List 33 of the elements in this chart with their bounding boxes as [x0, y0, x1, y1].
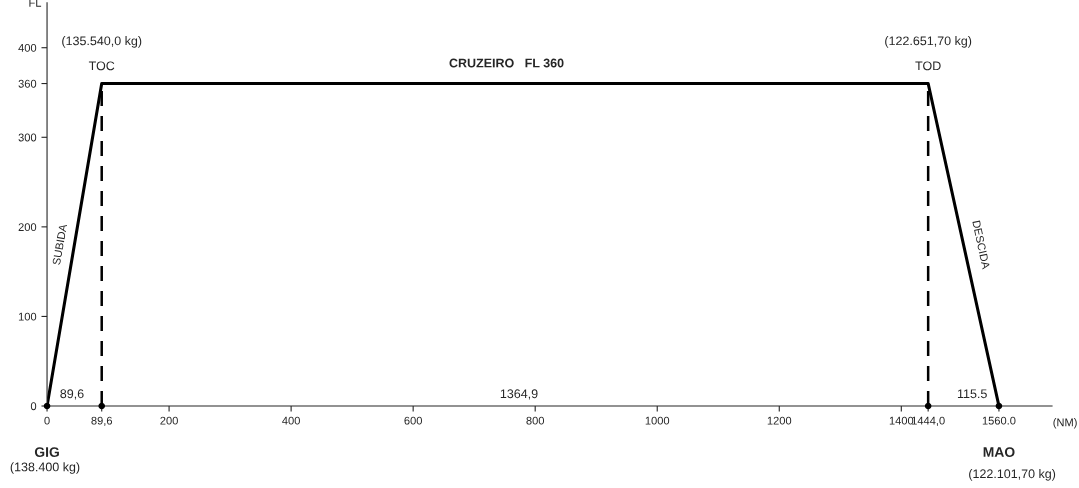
x-tick-label: 1444,0: [912, 416, 945, 426]
annotation: 1364,9: [500, 389, 538, 400]
y-tick-label: 300: [18, 133, 37, 142]
text: (122.101,70 kg): [969, 469, 1056, 481]
y-tick-label: 200: [18, 223, 37, 231]
annotation: DESCIDA: [972, 220, 991, 270]
y-tick-label: 360: [18, 79, 37, 88]
annotation: GIG: [34, 447, 59, 457]
y-axis-title: FL: [29, 0, 42, 7]
x-tick-label: 1560.0: [982, 416, 1016, 425]
x-tick-label: 1000: [645, 416, 670, 425]
y-tick-label: 0: [30, 402, 37, 411]
annotation: CRUZEIRO FL 360: [449, 58, 564, 68]
annotation: (135.540,0 kg): [62, 36, 142, 48]
annotation: SUBIDA: [52, 223, 68, 266]
y-tick-label: 100: [18, 312, 37, 321]
x-tick-label: 600: [404, 416, 422, 425]
text: (138.400 kg): [10, 462, 80, 474]
x-tick-label: 400: [282, 416, 300, 425]
annotation: 115.5: [957, 389, 987, 399]
annotation: TOC: [88, 61, 115, 71]
x-tick-label: 1200: [767, 416, 792, 425]
x-tick-label: 1400: [889, 416, 914, 425]
annotation: (122.651,70 kg): [885, 36, 972, 48]
annotation: MAO: [983, 447, 1015, 457]
y-tick-label: 400: [18, 43, 37, 52]
annotation: TOD: [915, 61, 941, 71]
x-axis-title: (NM): [1053, 418, 1077, 429]
x-tick-label: 89,6: [91, 416, 113, 426]
annotation: 89,6: [60, 389, 84, 400]
x-tick-label: 0: [44, 416, 50, 425]
x-tick-label: 200: [160, 416, 178, 425]
x-tick-label: 800: [526, 416, 545, 425]
